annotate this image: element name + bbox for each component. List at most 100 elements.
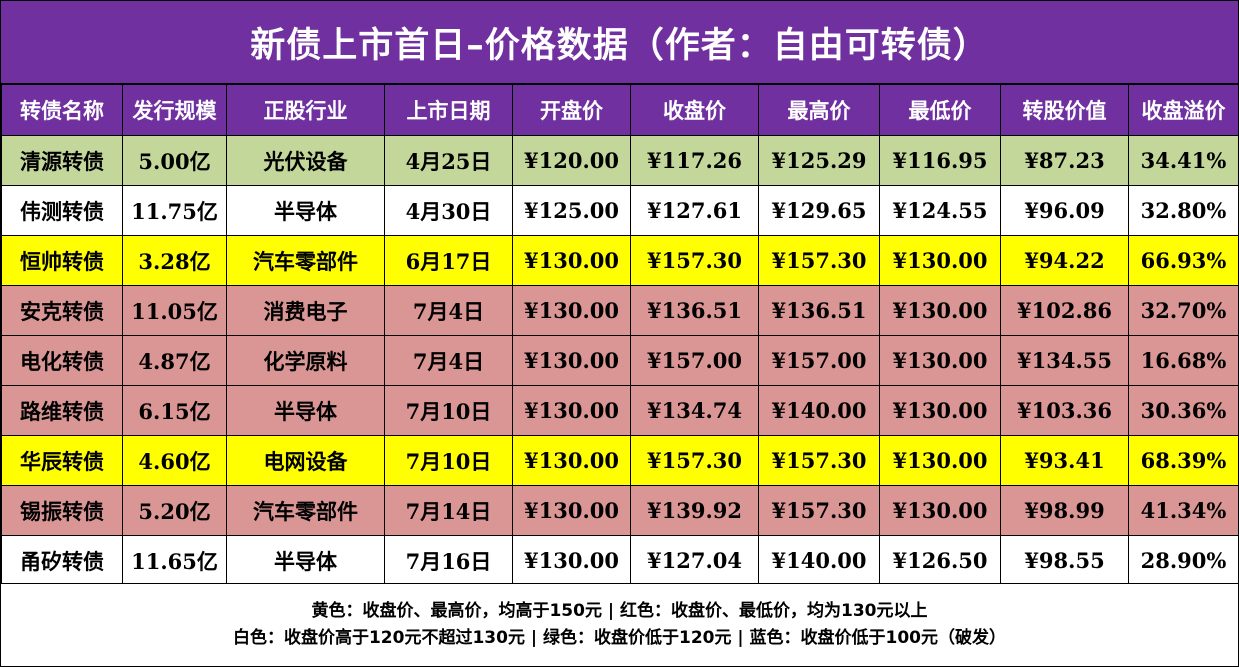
table-row: 甬矽转债 11.65亿 半导体 7月16日 ¥130.00 ¥127.04 ¥140.00 ¥… <box>1 535 1239 586</box>
bond-name-cell: 安克转债 <box>1 285 123 336</box>
bond-name-cell: 伟测转债 <box>1 185 123 236</box>
issue-size-cell: 11.65亿 <box>122 535 227 586</box>
bond-name-cell: 电化转债 <box>1 335 123 386</box>
header-open-price: 开盘价 <box>512 84 631 136</box>
issue-size-cell: 4.60亿 <box>122 435 227 486</box>
bond-name-cell: 华辰转债 <box>1 435 123 486</box>
close-premium-cell: 41.34% <box>1128 485 1239 536</box>
legend-line-1: 黄色：收盘价、最高价，均高于150元 | 红色：收盘价、最低价，均为130元以上 <box>311 601 928 621</box>
low-price-cell: ¥130.00 <box>879 285 1001 336</box>
header-close-premium: 收盘溢价 <box>1128 84 1239 136</box>
bond-name-cell: 恒帅转债 <box>1 235 123 286</box>
open-price-cell: ¥125.00 <box>512 185 631 236</box>
issue-size-cell: 5.20亿 <box>122 485 227 536</box>
conv-value-cell: ¥102.86 <box>1000 285 1129 336</box>
issue-size-cell: 4.87亿 <box>122 335 227 386</box>
industry-cell: 化学原料 <box>226 335 385 386</box>
list-date-cell: 6月17日 <box>384 235 513 286</box>
low-price-cell: ¥116.95 <box>879 135 1001 186</box>
conv-value-cell: ¥87.23 <box>1000 135 1129 186</box>
bond-name-cell: 甬矽转债 <box>1 535 123 586</box>
close-premium-cell: 28.90% <box>1128 535 1239 586</box>
open-price-cell: ¥130.00 <box>512 235 631 286</box>
close-premium-cell: 32.70% <box>1128 285 1239 336</box>
close-price-cell: ¥117.26 <box>630 135 759 186</box>
conv-value-cell: ¥94.22 <box>1000 235 1129 286</box>
bond-name-cell: 清源转债 <box>1 135 123 186</box>
conv-value-cell: ¥134.55 <box>1000 335 1129 386</box>
open-price-cell: ¥130.00 <box>512 335 631 386</box>
bond-name-cell: 路维转债 <box>1 385 123 436</box>
close-price-cell: ¥157.30 <box>630 235 759 286</box>
industry-cell: 半导体 <box>226 385 385 436</box>
low-price-cell: ¥130.00 <box>879 385 1001 436</box>
header-close-price: 收盘价 <box>630 84 759 136</box>
conv-value-cell: ¥98.99 <box>1000 485 1129 536</box>
high-price-cell: ¥136.51 <box>758 285 880 336</box>
table-row: 恒帅转债 3.28亿 汽车零部件 6月17日 ¥130.00 ¥157.30 ¥157.30… <box>1 235 1239 286</box>
close-price-cell: ¥136.51 <box>630 285 759 336</box>
table-row: 清源转债 5.00亿 光伏设备 4月25日 ¥120.00 ¥117.26 ¥125.29 ¥… <box>1 135 1239 186</box>
low-price-cell: ¥126.50 <box>879 535 1001 586</box>
high-price-cell: ¥157.30 <box>758 485 880 536</box>
high-price-cell: ¥157.30 <box>758 435 880 486</box>
close-price-cell: ¥134.74 <box>630 385 759 436</box>
table-row: 锡振转债 5.20亿 汽车零部件 7月14日 ¥130.00 ¥139.92 ¥157.30… <box>1 485 1239 536</box>
header-high-price: 最高价 <box>758 84 880 136</box>
open-price-cell: ¥130.00 <box>512 285 631 336</box>
high-price-cell: ¥157.30 <box>758 235 880 286</box>
issue-size-cell: 5.00亿 <box>122 135 227 186</box>
header-issue-size: 发行规模 <box>122 84 227 136</box>
close-price-cell: ¥127.04 <box>630 535 759 586</box>
bond-name-cell: 锡振转债 <box>1 485 123 536</box>
header-row: 转债名称 发行规模 正股行业 上市日期 开盘价 收盘价 最高价 最低价 转股价值… <box>1 84 1239 136</box>
industry-cell: 光伏设备 <box>226 135 385 186</box>
list-date-cell: 7月16日 <box>384 535 513 586</box>
legend-line-2: 白色：收盘价高于120元不超过130元 | 绿色：收盘价低于120元 | 蓝色：… <box>232 628 1007 648</box>
list-date-cell: 4月30日 <box>384 185 513 236</box>
issue-size-cell: 11.75亿 <box>122 185 227 236</box>
high-price-cell: ¥157.00 <box>758 335 880 386</box>
table-row: 电化转债 4.87亿 化学原料 7月4日 ¥130.00 ¥157.00 ¥157.00 ¥1… <box>1 335 1239 386</box>
close-price-cell: ¥157.30 <box>630 435 759 486</box>
list-date-cell: 4月25日 <box>384 135 513 186</box>
close-price-cell: ¥127.61 <box>630 185 759 236</box>
low-price-cell: ¥130.00 <box>879 235 1001 286</box>
low-price-cell: ¥124.55 <box>879 185 1001 236</box>
close-price-cell: ¥157.00 <box>630 335 759 386</box>
list-date-cell: 7月4日 <box>384 335 513 386</box>
header-industry: 正股行业 <box>226 84 385 136</box>
conv-value-cell: ¥103.36 <box>1000 385 1129 436</box>
table-row: 路维转债 6.15亿 半导体 7月10日 ¥130.00 ¥134.74 ¥140.00 ¥1… <box>1 385 1239 436</box>
industry-cell: 消费电子 <box>226 285 385 336</box>
industry-cell: 半导体 <box>226 535 385 586</box>
conv-value-cell: ¥96.09 <box>1000 185 1129 236</box>
color-legend: 黄色：收盘价、最高价，均高于150元 | 红色：收盘价、最低价，均为130元以上… <box>1 583 1238 666</box>
sheet-title: 新债上市首日–价格数据（作者：自由可转债） <box>1 1 1238 84</box>
conv-value-cell: ¥93.41 <box>1000 435 1129 486</box>
close-premium-cell: 32.80% <box>1128 185 1239 236</box>
table-row: 华辰转债 4.60亿 电网设备 7月10日 ¥130.00 ¥157.30 ¥157.30 ¥… <box>1 435 1239 486</box>
open-price-cell: ¥120.00 <box>512 135 631 186</box>
list-date-cell: 7月10日 <box>384 385 513 436</box>
open-price-cell: ¥130.00 <box>512 435 631 486</box>
table-row: 伟测转债 11.75亿 半导体 4月30日 ¥125.00 ¥127.61 ¥129.65 ¥… <box>1 185 1239 236</box>
low-price-cell: ¥130.00 <box>879 485 1001 536</box>
close-premium-cell: 68.39% <box>1128 435 1239 486</box>
industry-cell: 半导体 <box>226 185 385 236</box>
open-price-cell: ¥130.00 <box>512 385 631 436</box>
price-table: 转债名称 发行规模 正股行业 上市日期 开盘价 收盘价 最高价 最低价 转股价值… <box>1 84 1239 586</box>
close-premium-cell: 30.36% <box>1128 385 1239 436</box>
list-date-cell: 7月10日 <box>384 435 513 486</box>
industry-cell: 电网设备 <box>226 435 385 486</box>
low-price-cell: ¥130.00 <box>879 335 1001 386</box>
close-price-cell: ¥139.92 <box>630 485 759 536</box>
table-body: 清源转债 5.00亿 光伏设备 4月25日 ¥120.00 ¥117.26 ¥125.29 ¥… <box>1 135 1239 586</box>
open-price-cell: ¥130.00 <box>512 535 631 586</box>
industry-cell: 汽车零部件 <box>226 235 385 286</box>
header-list-date: 上市日期 <box>384 84 513 136</box>
open-price-cell: ¥130.00 <box>512 485 631 536</box>
close-premium-cell: 34.41% <box>1128 135 1239 186</box>
high-price-cell: ¥140.00 <box>758 535 880 586</box>
